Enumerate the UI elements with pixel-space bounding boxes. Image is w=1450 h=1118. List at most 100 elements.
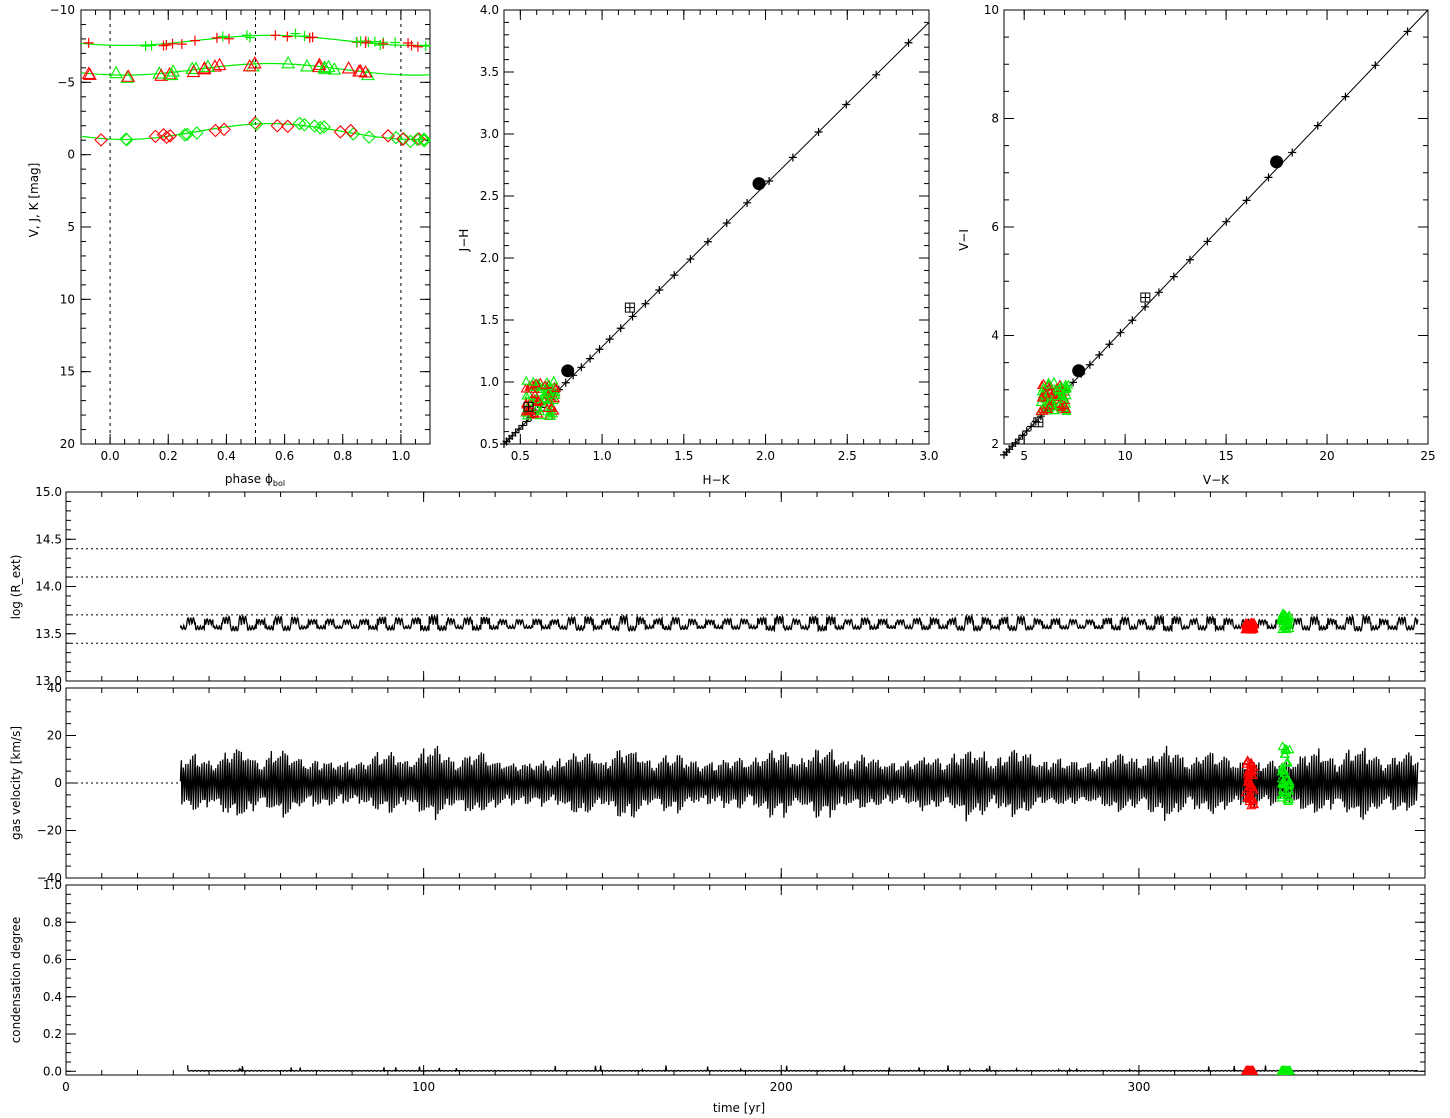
model-b-marker [1279, 1066, 1289, 1075]
light-curve-point [417, 134, 431, 148]
time-xlabel: time [yr] [713, 1101, 765, 1115]
cc1-frame [503, 9, 930, 445]
model-a-marker [1243, 775, 1254, 785]
light-curve-point [281, 55, 296, 69]
model-a-marker [1248, 798, 1259, 808]
model-b-marker [1279, 748, 1290, 758]
jh-panel: J−H H−K 0.5 1.0 1.5 2.0 2.5 3.0 3.5 4.0 0.5 1.0 1.… [457, 3, 939, 487]
relation-plus [1154, 288, 1163, 297]
cc-ytick-label: 0.5 [480, 437, 499, 451]
square-marker-cross [524, 402, 534, 412]
ts-xtick-label: 100 [412, 1080, 435, 1094]
cluster-point [532, 403, 542, 413]
cc-xtick-label: 3.0 [919, 449, 938, 463]
cluster-point [1061, 390, 1072, 400]
cluster-point [535, 406, 546, 416]
radius-ylabel: log (R_ext) [9, 555, 23, 620]
relation-line [503, 22, 930, 445]
cluster-point [1042, 389, 1053, 399]
ts-xtick-label: 200 [770, 1080, 793, 1094]
ts-ytick-label: 40 [47, 681, 62, 695]
light-curve-point [186, 64, 201, 78]
velocity-panel: gas velocity [km/s] −40 −20 0 20 40 [9, 681, 1426, 885]
light-curve-point [176, 39, 187, 50]
big-dot [1270, 155, 1284, 169]
light-curve-point [333, 125, 348, 139]
light-curve-point [163, 129, 177, 143]
model-b-marker [1277, 741, 1288, 751]
relation-plus [1085, 360, 1094, 369]
cluster-point [531, 394, 542, 404]
light-curve-point [200, 59, 215, 72]
light-curve-point [162, 66, 177, 80]
ts-xtick-label: 300 [1127, 1080, 1150, 1094]
0-xtick-label: 0.2 [159, 449, 178, 463]
model-a-marker [1245, 781, 1256, 790]
ts-ytick-label: 0.2 [43, 1027, 62, 1041]
relation-plus [814, 127, 823, 136]
light-curve-point [270, 118, 285, 133]
light-curve-point [158, 40, 169, 51]
relation-plus [605, 335, 614, 344]
cluster-point [530, 384, 541, 393]
cluster-point [1050, 405, 1060, 415]
relation-plus [511, 428, 520, 437]
light-curve-point [121, 69, 136, 82]
ts-ytick-label: 0 [54, 776, 62, 790]
0-xtick-label: 0.0 [101, 449, 120, 463]
relation-plus [577, 363, 586, 372]
light-curve-point [406, 40, 417, 51]
cluster-point [1038, 378, 1049, 388]
cluster-point [1036, 392, 1047, 402]
model-a-marker [1244, 796, 1255, 806]
light-curve-point [217, 122, 231, 137]
relation-plus [1014, 435, 1023, 444]
cc-ytick-label: 4 [991, 329, 999, 343]
light-curve-point [375, 40, 386, 51]
model-b-marker [1284, 1065, 1295, 1075]
model-b-marker [1281, 744, 1292, 754]
vi-panel: V−I V−K 2 4 6 8 10 5 10 15 20 25 [957, 3, 1436, 487]
model-b-marker [1284, 610, 1295, 620]
condensation-ylabel: condensation degree [9, 917, 23, 1044]
vi-ylabel: V−I [957, 229, 971, 251]
relation-plus [722, 219, 731, 228]
radius-panel: log (R_ext) 13.0 13.5 14.0 14.5 15.0 [9, 485, 1426, 688]
light-curve-point [321, 59, 336, 73]
cluster-point [1056, 380, 1067, 390]
light-curve-point [369, 36, 380, 47]
light-curve-point [358, 65, 373, 78]
model-a-marker [1245, 789, 1256, 798]
big-dot [1072, 364, 1086, 378]
ts3-frame [65, 491, 1426, 682]
light-curves-panel: V, J, K [mag] phase ϕbol −10 −5 0 5 10 15 20 0.… [27, 3, 431, 488]
big-dot [752, 177, 766, 191]
ts-ytick-label: 0.0 [43, 1064, 62, 1078]
relation-plus [1022, 427, 1031, 436]
model-b-marker [1281, 621, 1292, 631]
relation-plus [1095, 350, 1104, 359]
light-curve-point [244, 32, 255, 43]
light-curves-xlabel-sub: bol [273, 479, 285, 488]
relation-plus [641, 299, 650, 308]
0-xtick-label: 0.8 [333, 449, 352, 463]
relation-plus [1242, 196, 1251, 205]
light-curve-point [300, 59, 314, 72]
cluster-point [530, 389, 540, 399]
light-curves-ylabel: V, J, K [mag] [27, 163, 41, 238]
light-curve-point [247, 56, 262, 69]
model-b-marker [1276, 792, 1287, 802]
cc-ytick-label: 4.0 [480, 3, 499, 17]
cluster-point [1043, 379, 1054, 389]
ts-xtick-label: 0 [62, 1080, 70, 1094]
condensation-panel: condensation degree time [yr] 0.0 0.2 0.4 0… [9, 878, 1426, 1115]
light-curve-point [217, 31, 228, 42]
cluster-point [539, 380, 550, 390]
model-a-marker [1243, 772, 1254, 782]
relation-plus [628, 312, 637, 321]
relation-plus [743, 198, 752, 207]
light-curve-point [148, 129, 163, 144]
model-b-marker [1278, 764, 1289, 774]
0-ytick-label: 20 [60, 437, 75, 451]
relation-plus [1264, 173, 1273, 182]
